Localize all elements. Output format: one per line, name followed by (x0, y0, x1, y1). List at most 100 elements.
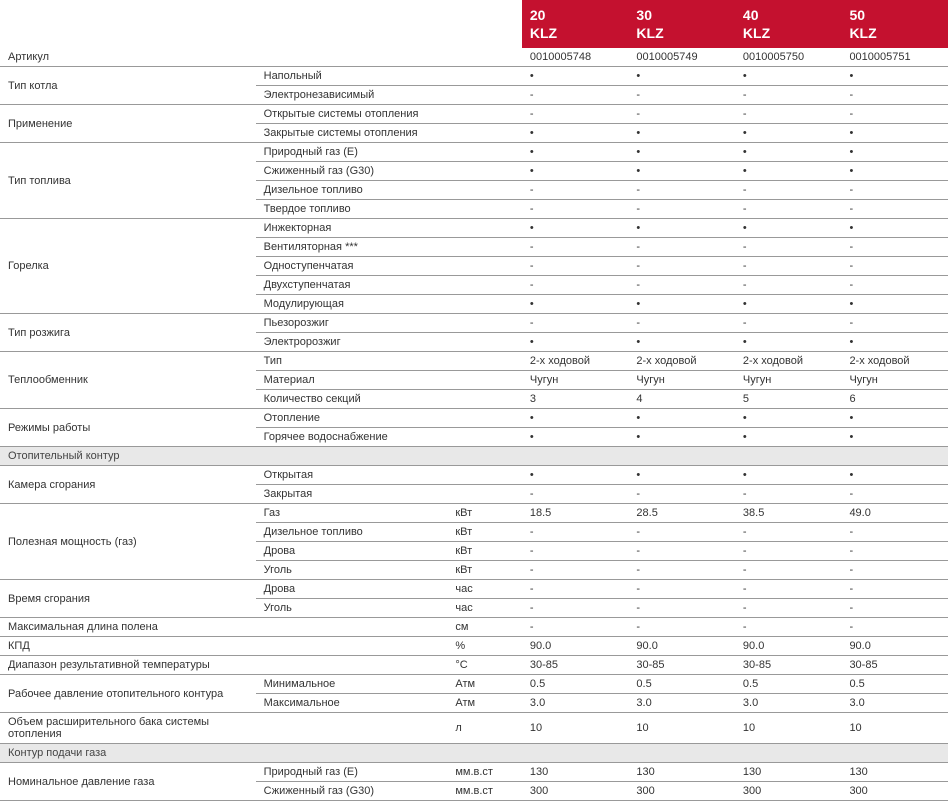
row-sub-label: Горячее водоснабжение (256, 428, 448, 447)
row-value: 90.0 (735, 637, 842, 656)
table-row: Тип котлаНапольный•••• (0, 67, 948, 86)
row-value: - (841, 276, 948, 295)
row-value: 0010005750 (735, 48, 842, 67)
row-unit (447, 105, 522, 124)
row-value: - (841, 257, 948, 276)
row-value: • (522, 409, 629, 428)
row-value: • (735, 162, 842, 181)
header-col-0: 20KLZ (522, 0, 629, 48)
row-unit (447, 352, 522, 371)
row-value: • (841, 428, 948, 447)
row-value: • (841, 124, 948, 143)
row-sub-label: Уголь (256, 599, 448, 618)
row-main-label: Тип котла (0, 67, 256, 105)
row-value: • (628, 162, 735, 181)
row-unit: Атм (447, 694, 522, 713)
row-value: • (735, 466, 842, 485)
row-value: - (841, 580, 948, 599)
table-row: Артикул001000574800100057490010005750001… (0, 48, 948, 67)
row-main-label: Номинальное давление газа (0, 763, 256, 801)
row-sub-label: Максимальное (256, 694, 448, 713)
table-row: Номинальное давление газаПриродный газ (… (0, 763, 948, 782)
row-value: 3 (522, 390, 629, 409)
row-unit (447, 48, 522, 67)
row-unit (447, 219, 522, 238)
row-value: • (628, 428, 735, 447)
table-body: Артикул001000574800100057490010005750001… (0, 48, 948, 801)
row-value: 18.5 (522, 504, 629, 523)
row-sub-label: Дизельное топливо (256, 181, 448, 200)
row-unit (447, 390, 522, 409)
row-sub-label: Твердое топливо (256, 200, 448, 219)
row-sub-label: Материал (256, 371, 448, 390)
row-value: - (735, 599, 842, 618)
row-value: • (841, 409, 948, 428)
row-value: - (522, 238, 629, 257)
row-value: - (628, 542, 735, 561)
row-sub-label: Электронезависимый (256, 86, 448, 105)
row-value: - (628, 200, 735, 219)
row-value: - (522, 523, 629, 542)
row-value: - (841, 618, 948, 637)
row-main-label: Объем расширительного бака системы отопл… (0, 713, 256, 744)
row-value: • (522, 162, 629, 181)
row-sub-label: Открытые системы отопления (256, 105, 448, 124)
row-value: - (628, 257, 735, 276)
row-value: • (735, 295, 842, 314)
table-row: Полезная мощность (газ)ГазкВт18.528.538.… (0, 504, 948, 523)
row-main-label: Режимы работы (0, 409, 256, 447)
row-sub-label: Сжиженный газ (G30) (256, 162, 448, 181)
row-value: - (841, 542, 948, 561)
row-value: - (735, 257, 842, 276)
row-main-label: Время сгорания (0, 580, 256, 618)
row-value: - (841, 599, 948, 618)
row-value: 4 (628, 390, 735, 409)
row-unit (447, 485, 522, 504)
header-blank (256, 0, 448, 48)
row-value: - (735, 181, 842, 200)
row-value: • (522, 124, 629, 143)
row-main-label: Полезная мощность (газ) (0, 504, 256, 580)
row-value: 10 (628, 713, 735, 744)
row-value: 38.5 (735, 504, 842, 523)
row-value: • (628, 333, 735, 352)
row-value: - (735, 485, 842, 504)
row-main-label: Артикул (0, 48, 256, 67)
row-sub-label (256, 656, 448, 675)
row-main-label: Диапазон результативной температуры (0, 656, 256, 675)
row-sub-label: Природный газ (E) (256, 143, 448, 162)
row-value: 0.5 (628, 675, 735, 694)
row-value: - (841, 314, 948, 333)
row-value: - (628, 86, 735, 105)
row-sub-label: Уголь (256, 561, 448, 580)
row-value: 130 (628, 763, 735, 782)
row-value: 300 (522, 782, 629, 801)
row-unit: °C (447, 656, 522, 675)
row-value: Чугун (628, 371, 735, 390)
row-unit: мм.в.ст (447, 763, 522, 782)
row-value: - (841, 238, 948, 257)
row-value: - (735, 314, 842, 333)
spec-table: 20KLZ 30KLZ 40KLZ 50KLZ Артикул001000574… (0, 0, 948, 801)
row-value: • (522, 219, 629, 238)
row-main-label: Теплообменник (0, 352, 256, 409)
row-value: 10 (522, 713, 629, 744)
row-value: - (841, 561, 948, 580)
row-value: • (735, 219, 842, 238)
row-value: - (735, 561, 842, 580)
row-value: - (841, 181, 948, 200)
row-value: • (522, 428, 629, 447)
row-unit: кВт (447, 542, 522, 561)
row-sub-label: Открытая (256, 466, 448, 485)
row-value: 6 (841, 390, 948, 409)
section-header: Контур подачи газа (0, 744, 948, 763)
row-value: • (628, 124, 735, 143)
row-value: - (522, 542, 629, 561)
table-row: Время сгоранияДровачас---- (0, 580, 948, 599)
row-value: 5 (735, 390, 842, 409)
row-sub-label: Дрова (256, 580, 448, 599)
row-value: Чугун (841, 371, 948, 390)
row-value: 2-х ходовой (522, 352, 629, 371)
row-sub-label (256, 618, 448, 637)
row-main-label: Максимальная длина полена (0, 618, 256, 637)
